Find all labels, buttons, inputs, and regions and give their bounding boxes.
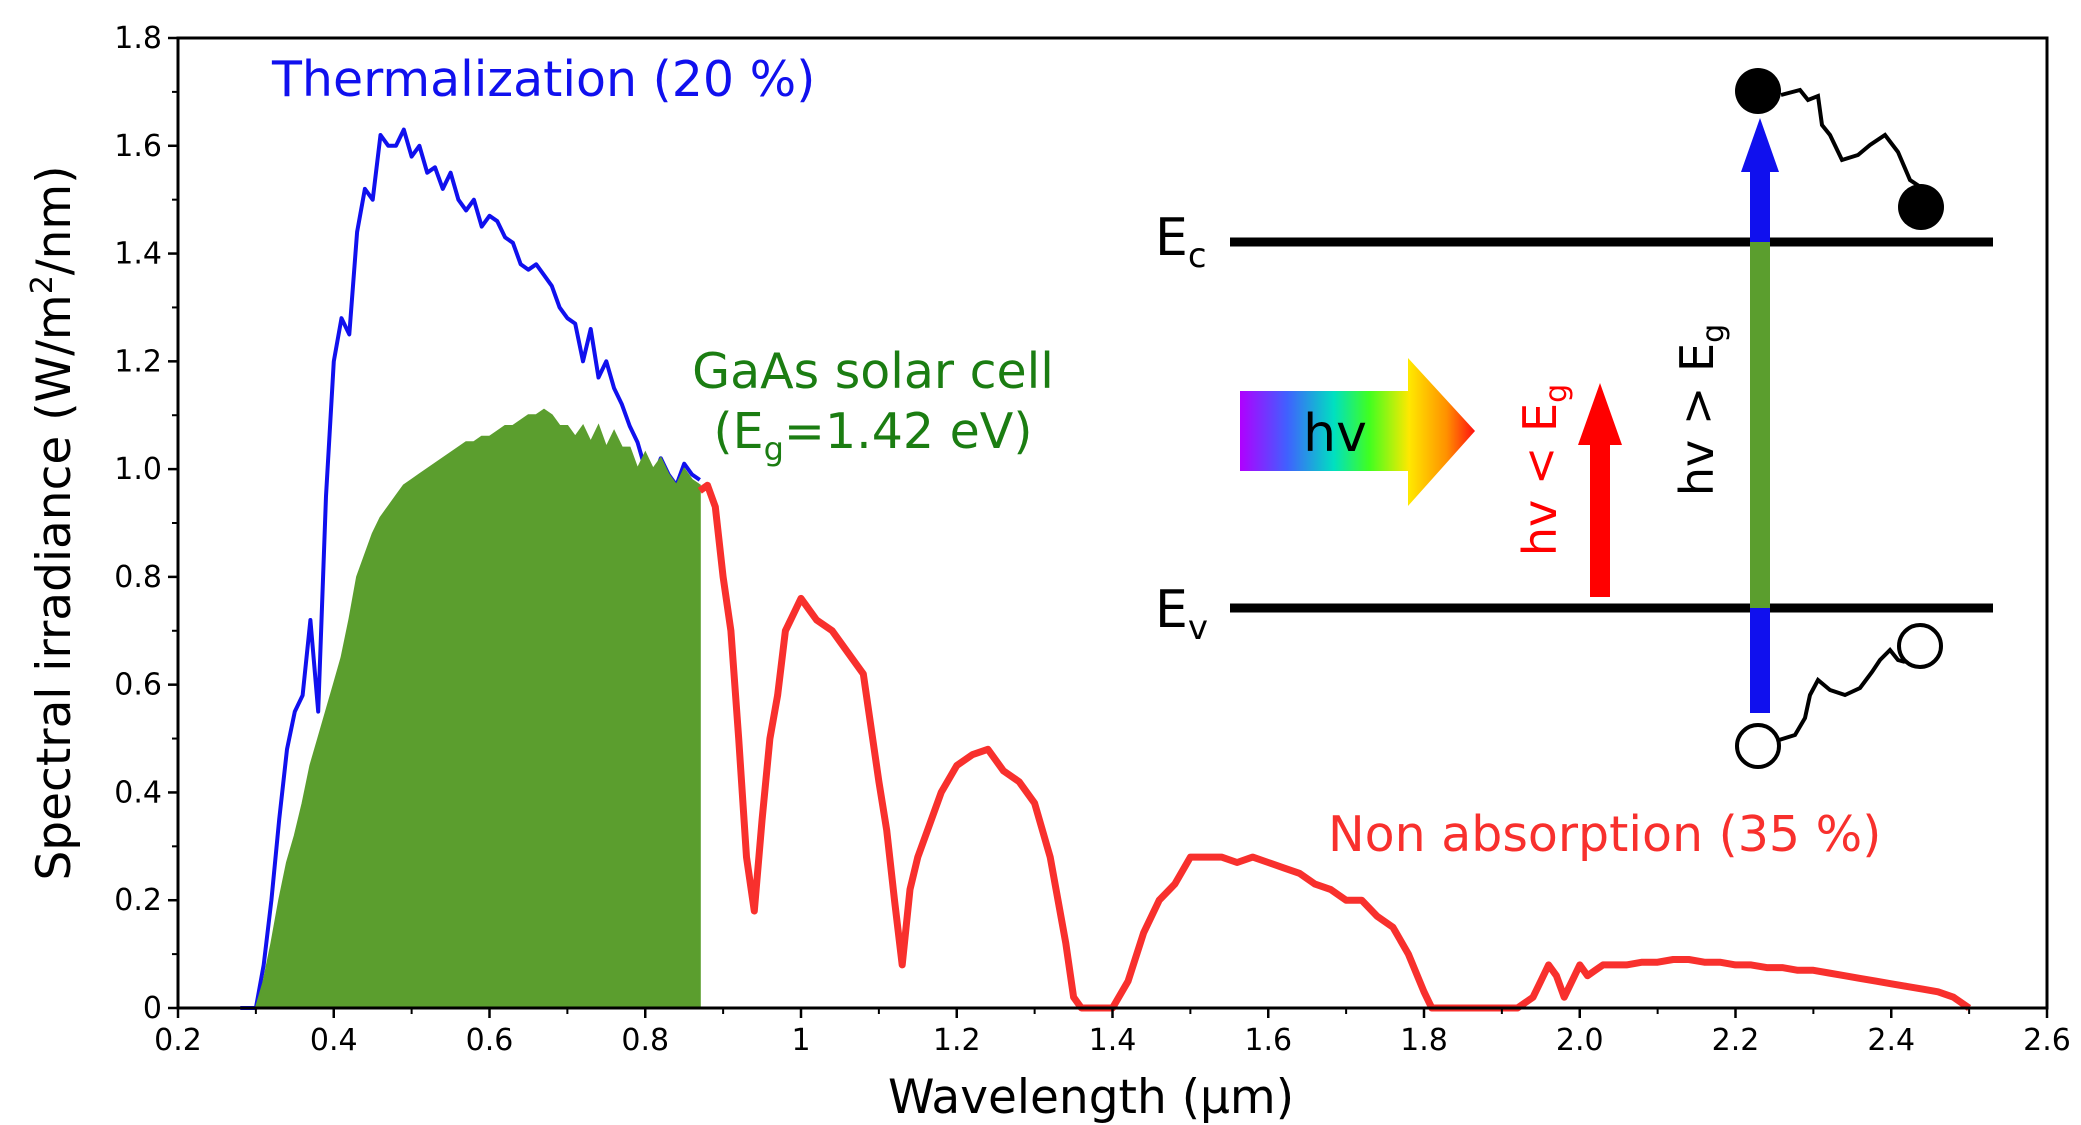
absorption-bar <box>1750 242 1770 608</box>
x-tick-label: 2.2 <box>1712 1023 1760 1058</box>
y-tick-label: 1.8 <box>114 21 162 56</box>
y-tick-label: 0 <box>143 991 162 1026</box>
x-tick-label: 0.6 <box>466 1023 514 1058</box>
below-gap-arrow-shaft <box>1590 440 1610 597</box>
above-gap-arrow-lower <box>1750 608 1770 713</box>
ec-label: Ec <box>1155 208 1207 276</box>
below-gap-arrow-head <box>1578 383 1622 445</box>
x-tick-label: 1 <box>791 1023 810 1058</box>
below-gap-label: hv < Eg <box>1513 384 1574 556</box>
non-absorption-line <box>697 481 1972 1012</box>
photon-arrow <box>1240 358 1475 506</box>
relaxed-electron <box>1898 184 1944 230</box>
x-tick-label: 0.4 <box>310 1023 358 1058</box>
y-tick-label: 0.2 <box>114 883 162 918</box>
x-tick-label: 2.4 <box>1867 1023 1915 1058</box>
y-tick-label: 0.6 <box>114 668 162 703</box>
y-tick-label: 0.4 <box>114 775 162 810</box>
x-tick-label: 2.6 <box>2023 1023 2071 1058</box>
above-gap-label: hv > Eg <box>1670 324 1731 496</box>
non-absorption-label: Non absorption (35 %) <box>1328 806 1881 863</box>
band-diagram-inset: Ec Ev hv hv < Eg hv > Eg <box>1155 68 1993 769</box>
photon-label: hv <box>1303 404 1367 464</box>
plot-data-layer <box>240 127 1972 1012</box>
x-tick-label: 1.2 <box>933 1023 981 1058</box>
ev-label: Ev <box>1155 580 1208 648</box>
y-tick-label: 1.6 <box>114 129 162 164</box>
above-gap-arrow-head <box>1741 118 1779 172</box>
gaas-cell-label-line2: (Eg=1.42 eV) <box>714 403 1033 468</box>
x-tick-label: 0.8 <box>621 1023 669 1058</box>
y-tick-label: 1.2 <box>114 344 162 379</box>
thermalization-label: Thermalization (20 %) <box>271 51 815 108</box>
x-axis-title: Wavelength (μm) <box>888 1070 1294 1125</box>
x-tick-label: 1.4 <box>1089 1023 1137 1058</box>
relaxed-hole <box>1897 623 1943 669</box>
x-tick-label: 1.6 <box>1244 1023 1292 1058</box>
y-tick-label: 0.8 <box>114 560 162 595</box>
thermalization-line <box>240 127 701 1010</box>
electron-relaxation-path <box>1780 87 1924 190</box>
generated-hole <box>1735 723 1781 769</box>
x-tick-label: 1.8 <box>1400 1023 1448 1058</box>
above-gap-arrow-upper <box>1750 170 1770 242</box>
y-tick-label: 1.0 <box>114 452 162 487</box>
x-tick-label: 2.0 <box>1556 1023 1604 1058</box>
absorbed-area <box>240 408 701 1009</box>
x-tick-label: 0.2 <box>154 1023 202 1058</box>
hole-relaxation-path <box>1778 647 1906 742</box>
axis-ticks: 0.2 0.4 0.6 0.8 1 1.2 1.4 1.6 1.8 2.0 2.2 2.4 2.600.… <box>114 21 2071 1058</box>
excited-electron <box>1735 68 1781 114</box>
gaas-cell-label-line1: GaAs solar cell <box>692 343 1054 400</box>
y-axis-title: Spectral irradiance (W/m2/nm) <box>25 165 82 880</box>
y-tick-label: 1.4 <box>114 237 162 272</box>
